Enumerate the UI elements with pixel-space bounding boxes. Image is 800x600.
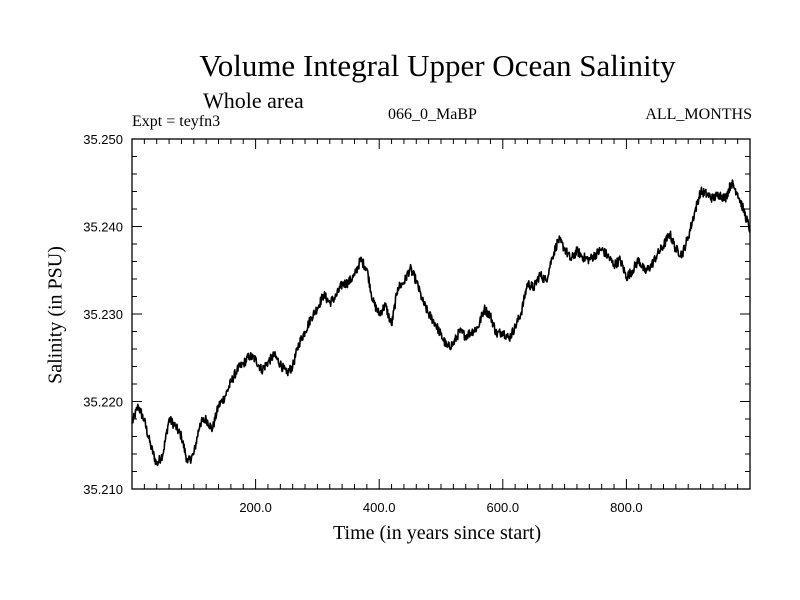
months-label: ALL_MONTHS (645, 106, 752, 123)
y-tick-label: 35.210 (83, 482, 123, 497)
ticks-layer: 35.210 35.220 35.230 35.240 35.250 200.0 400.0… (83, 132, 750, 515)
x-tick-label: 600.0 (487, 500, 520, 515)
experiment-label: Expt = teyfn3 (132, 113, 221, 130)
y-tick-label: 35.230 (83, 307, 123, 322)
series-layer (131, 179, 751, 467)
y-tick-label: 35.250 (83, 132, 123, 147)
y-tick-label: 35.240 (83, 220, 123, 235)
y-tick-label: 35.220 (83, 395, 123, 410)
chart-subtitle: Whole area (203, 88, 304, 113)
chart-title: Volume Integral Upper Ocean Salinity (199, 48, 676, 83)
x-tick-label: 800.0 (610, 500, 643, 515)
run-label: 066_0_MaBP (388, 106, 477, 123)
series-line-salinity (131, 179, 751, 467)
x-axis-label: Time (in years since start) (333, 522, 542, 544)
x-tick-label: 400.0 (363, 500, 396, 515)
x-tick-label: 200.0 (239, 500, 272, 515)
plot-frame (131, 138, 751, 490)
